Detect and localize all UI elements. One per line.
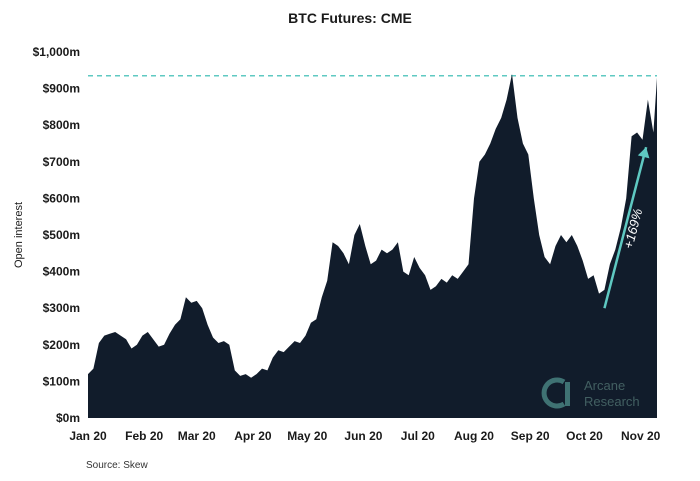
brand-name-line2: Research <box>584 394 640 409</box>
growth-arrow-line <box>603 146 648 309</box>
y-tick-label: $700m <box>43 155 80 169</box>
x-tick-label: Jun 20 <box>344 429 382 443</box>
x-tick-label: Aug 20 <box>454 429 494 443</box>
open-interest-area <box>88 74 657 418</box>
y-axis-label: Open interest <box>13 202 25 268</box>
y-tick-label: $100m <box>43 374 80 388</box>
x-tick-label: Mar 20 <box>178 429 216 443</box>
brand-name-line1: Arcane <box>584 378 626 393</box>
y-tick-label: $200m <box>43 338 80 352</box>
x-tick-label: Apr 20 <box>234 429 272 443</box>
arcane-research-logo: Arcane Research <box>540 376 660 412</box>
y-tick-label: $400m <box>43 265 80 279</box>
y-tick-label: $600m <box>43 191 80 205</box>
growth-arrow-head <box>637 147 650 159</box>
y-tick-label: $1,000m <box>33 45 80 59</box>
y-tick-label: $800m <box>43 118 80 132</box>
x-tick-label: Oct 20 <box>566 429 603 443</box>
y-tick-label: $300m <box>43 301 80 315</box>
y-tick-label: $0m <box>56 411 80 425</box>
x-tick-label: May 20 <box>287 429 327 443</box>
y-tick-label: $500m <box>43 228 80 242</box>
y-axis-ticks: $0m $100m $200m $300m $400m $500m $600m $700m $8… <box>33 45 80 425</box>
area-series-layer <box>88 74 657 418</box>
x-axis-ticks: Jan 20 Feb 20 Mar 20 Apr 20 May 20 Jun 20 Jul … <box>69 429 660 443</box>
x-tick-label: Nov 20 <box>621 429 661 443</box>
x-tick-label: Feb 20 <box>125 429 163 443</box>
x-tick-label: Jan 20 <box>69 429 107 443</box>
source-note: Source: Skew <box>86 460 148 471</box>
arcane-logo-icon <box>541 377 570 409</box>
x-tick-label: Jul 20 <box>401 429 435 443</box>
x-tick-label: Sep 20 <box>511 429 550 443</box>
y-tick-label: $900m <box>43 82 80 96</box>
chart-title: BTC Futures: CME <box>288 10 412 26</box>
